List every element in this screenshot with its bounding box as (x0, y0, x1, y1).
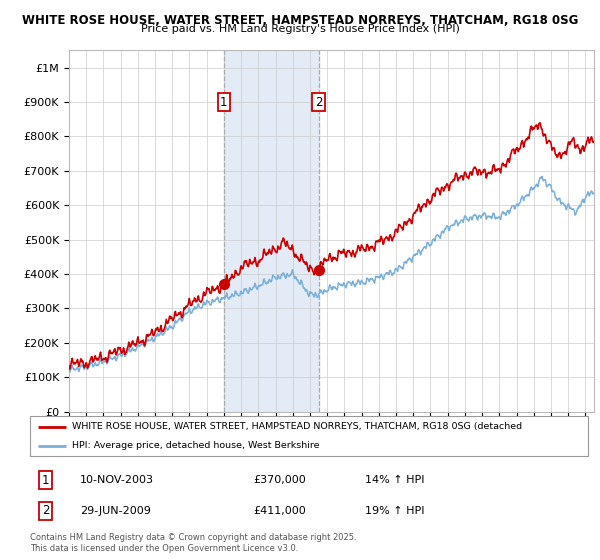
Text: 10-NOV-2003: 10-NOV-2003 (80, 475, 154, 485)
Text: Contains HM Land Registry data © Crown copyright and database right 2025.
This d: Contains HM Land Registry data © Crown c… (30, 533, 356, 553)
Text: HPI: Average price, detached house, West Berkshire: HPI: Average price, detached house, West… (72, 441, 319, 450)
Bar (224, 50, 319, 412)
Text: 2: 2 (315, 96, 322, 109)
Text: 14% ↑ HPI: 14% ↑ HPI (365, 475, 424, 485)
Text: WHITE ROSE HOUSE, WATER STREET, HAMPSTEAD NORREYS, THATCHAM, RG18 0SG: WHITE ROSE HOUSE, WATER STREET, HAMPSTEA… (22, 14, 578, 27)
Text: 1: 1 (42, 474, 49, 487)
Text: £370,000: £370,000 (253, 475, 306, 485)
Text: 1: 1 (220, 96, 227, 109)
Text: WHITE ROSE HOUSE, WATER STREET, HAMPSTEAD NORREYS, THATCHAM, RG18 0SG (detached: WHITE ROSE HOUSE, WATER STREET, HAMPSTEA… (72, 422, 522, 431)
Text: 29-JUN-2009: 29-JUN-2009 (80, 506, 151, 516)
Text: £411,000: £411,000 (253, 506, 306, 516)
Text: 19% ↑ HPI: 19% ↑ HPI (365, 506, 424, 516)
Text: Price paid vs. HM Land Registry's House Price Index (HPI): Price paid vs. HM Land Registry's House … (140, 24, 460, 34)
Text: 2: 2 (42, 504, 49, 517)
FancyBboxPatch shape (30, 416, 588, 456)
